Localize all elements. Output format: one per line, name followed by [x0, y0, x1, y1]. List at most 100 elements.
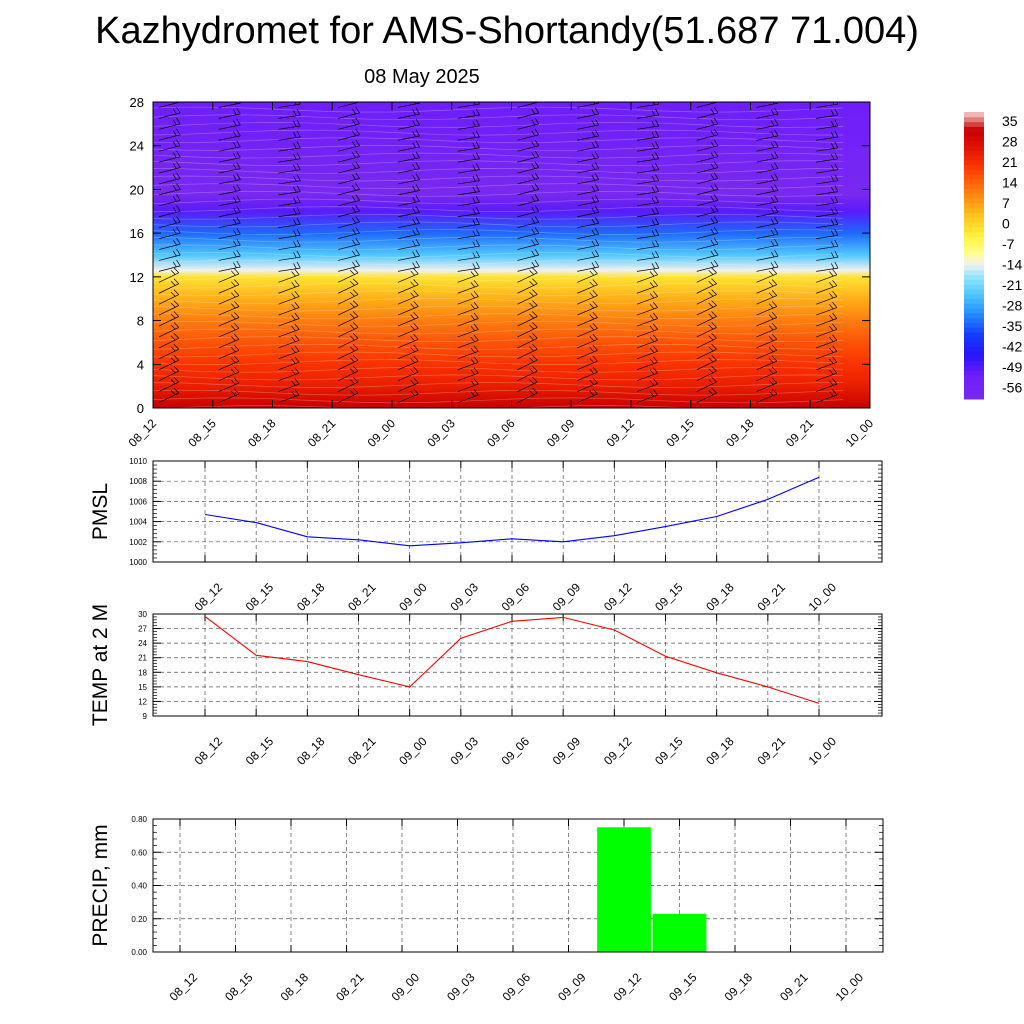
colorbar-segment — [964, 155, 984, 161]
colorbar-label: -42 — [1002, 338, 1022, 354]
wind-barb-feather — [894, 249, 898, 255]
wind-barb-feather — [233, 185, 237, 192]
wind-barb-feather — [589, 292, 595, 298]
wind-barb-feather — [231, 292, 236, 298]
wind-barb-feather — [655, 239, 660, 247]
wind-barb-feather — [830, 132, 835, 138]
wind-barb-feather — [591, 120, 596, 126]
wind-barb-feather — [410, 270, 415, 276]
wind-barb-feather — [352, 130, 356, 136]
colorbar-segment — [964, 260, 984, 266]
wind-barb — [397, 201, 420, 207]
y-tick-label: 0.00 — [131, 948, 147, 957]
wind-barb-feather — [713, 117, 719, 125]
wind-barb-feather — [293, 230, 297, 237]
wind-barb-feather — [713, 227, 719, 234]
contour-line — [153, 106, 844, 113]
wind-barb-feather — [891, 366, 896, 371]
y-tick-label: 1006 — [129, 497, 147, 506]
wind-barb-feather — [294, 356, 300, 363]
wind-barb-feather — [768, 325, 774, 331]
wind-barb-feather — [470, 271, 475, 277]
wind-barb — [816, 307, 838, 316]
wind-barb-feather — [410, 336, 415, 342]
wind-barb-feather — [172, 152, 177, 158]
wind-barb-feather — [834, 250, 839, 258]
wind-barb — [278, 202, 301, 207]
wind-barb-feather — [713, 249, 719, 256]
wind-barb — [876, 306, 896, 316]
x-tick-label: 09_12 — [601, 580, 635, 614]
wind-barb-feather — [774, 228, 779, 235]
wind-barb — [517, 112, 539, 119]
wind-barb — [278, 158, 301, 163]
wind-barb — [397, 168, 420, 174]
wind-barb-feather — [711, 311, 717, 317]
wind-barb — [397, 222, 420, 229]
wind-barb-feather — [352, 344, 359, 350]
wind-barb — [517, 294, 538, 305]
wind-barb-feather — [470, 369, 475, 375]
wind-barb — [218, 284, 240, 294]
wind-barb — [397, 371, 419, 382]
wind-barb-feather — [890, 164, 893, 169]
wind-barb — [158, 102, 181, 108]
wind-barb — [457, 318, 479, 327]
wind-barb-feather — [294, 378, 300, 385]
wind-barb-feather — [655, 141, 660, 149]
wind-barb-feather — [532, 365, 538, 372]
wind-barb-feather — [231, 368, 236, 374]
wind-barb-feather — [236, 118, 241, 126]
wind-barb — [517, 370, 538, 381]
wind-barb-feather — [170, 357, 176, 363]
x-tick-label: 08_15 — [243, 734, 277, 768]
wind-barb-feather — [708, 302, 714, 308]
wind-barb — [338, 112, 360, 119]
contour-line — [153, 405, 699, 408]
wind-barb-feather — [771, 301, 778, 307]
wind-barb — [457, 114, 480, 119]
colorbar-segment — [964, 269, 984, 276]
wind-barb — [517, 167, 539, 174]
wind-barb-feather — [532, 300, 538, 306]
wind-barb — [756, 371, 777, 382]
wind-barb-feather — [655, 152, 660, 159]
x-tick-label: 09_18 — [722, 970, 756, 1004]
wind-barb — [517, 178, 539, 185]
y-tick-label: 1000 — [129, 558, 147, 567]
colorbar-segment — [964, 351, 984, 357]
x-tick-label: 08_15 — [185, 416, 219, 450]
wind-barb — [397, 190, 420, 196]
wind-barb-feather — [830, 164, 835, 171]
wind-barb — [457, 245, 480, 250]
wind-barb-feather — [594, 195, 600, 202]
contour-line — [153, 175, 844, 182]
wind-barb-feather — [296, 130, 301, 138]
colorbar-segment — [964, 298, 984, 304]
wind-barb-feather — [771, 311, 778, 318]
wind-barb — [636, 256, 659, 261]
wind-barb-feather — [176, 259, 181, 267]
wind-barb-feather — [655, 185, 660, 192]
y-tick-label: 8 — [137, 314, 144, 329]
wind-barb — [218, 371, 240, 382]
y-tick-label: 9 — [143, 712, 148, 721]
colorbar-segment — [964, 308, 984, 314]
wind-barb-feather — [413, 290, 419, 296]
wind-barb-feather — [589, 390, 595, 396]
wind-barb-feather — [233, 229, 237, 236]
wind-barb-feather — [591, 109, 596, 115]
colorbar-segment — [964, 145, 984, 151]
x-tick-label: 10_00 — [806, 580, 840, 614]
wind-barb — [278, 361, 300, 371]
wind-barb-feather — [294, 269, 300, 276]
plot-area — [153, 614, 882, 716]
wind-barb-feather — [172, 119, 177, 126]
wind-barb-feather — [534, 117, 540, 125]
wind-barb — [696, 200, 719, 207]
wind-barb-feather — [234, 388, 240, 395]
wind-barb-feather — [410, 390, 415, 396]
wind-barb — [696, 272, 717, 283]
wind-barb-feather — [412, 120, 416, 126]
wind-barb — [278, 274, 300, 283]
